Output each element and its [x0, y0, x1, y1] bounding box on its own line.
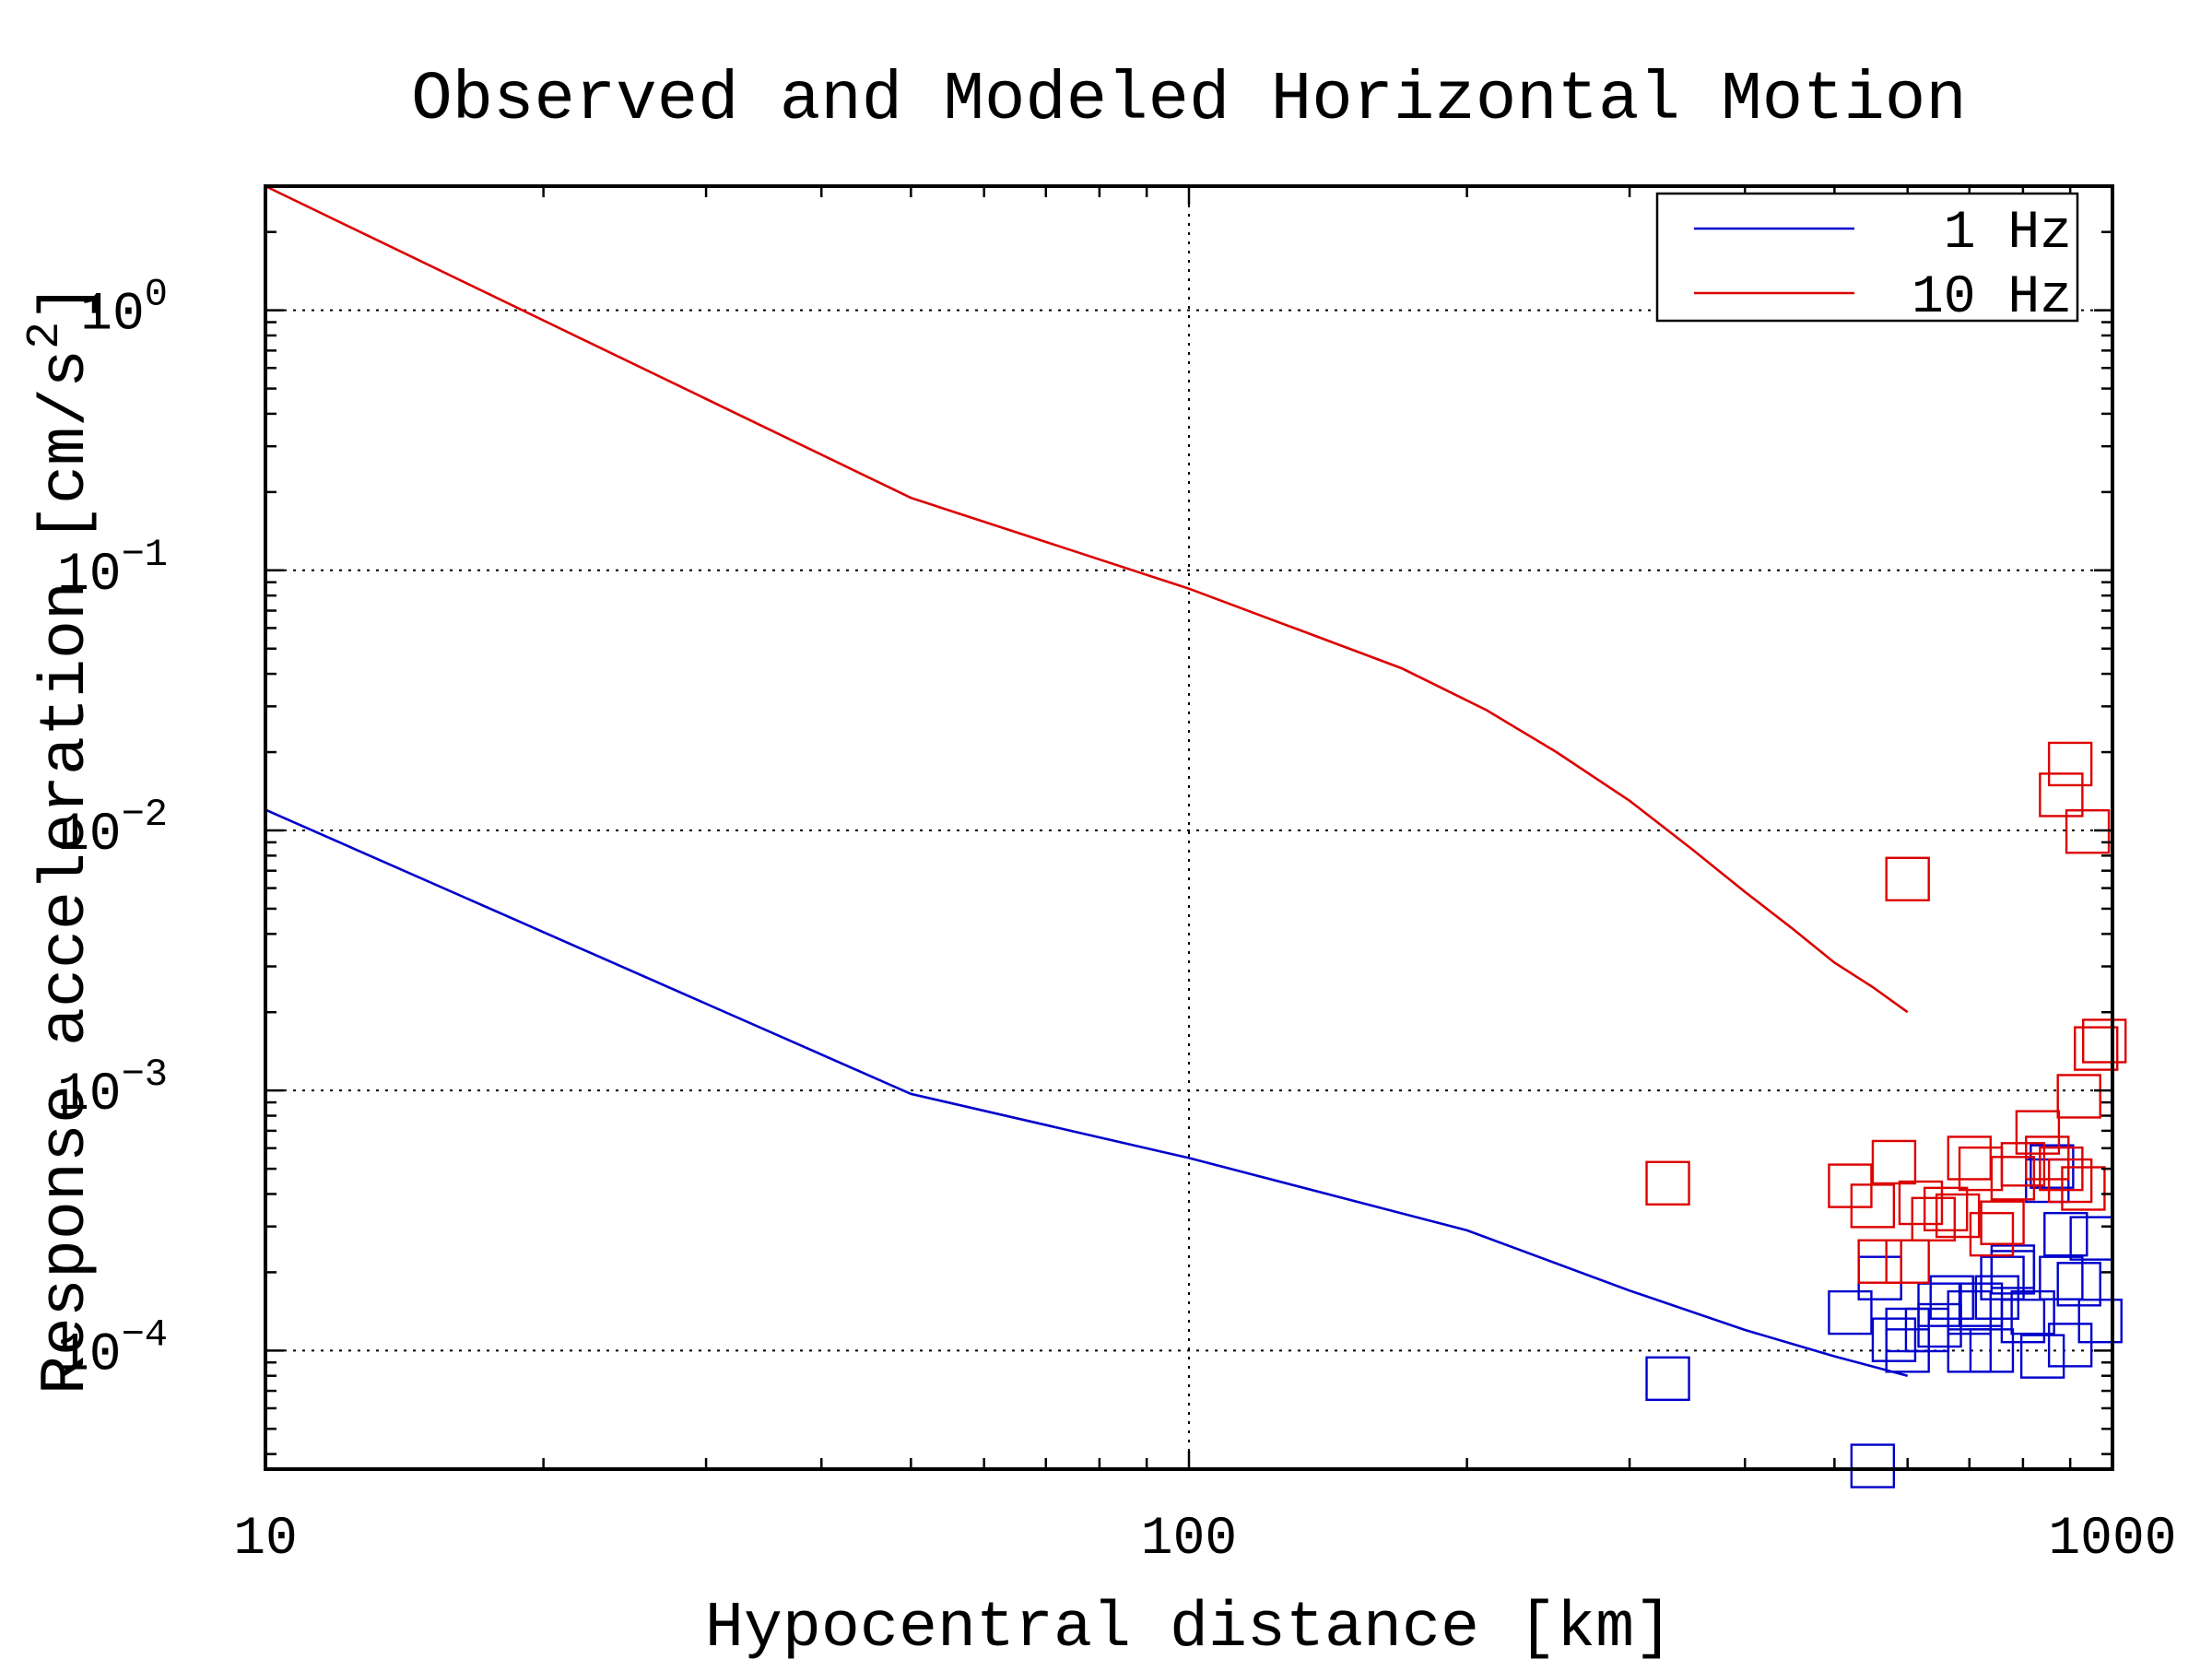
observed-point-10-hz: [1857, 1239, 1902, 1284]
observed-point-1-hz: [1828, 1289, 1873, 1335]
observed-point-1-hz: [1885, 1307, 1930, 1353]
observed-point-10-hz: [2047, 741, 2093, 787]
observed-point-10-hz: [1969, 1211, 2015, 1257]
y-tick-label: 10−3: [57, 1053, 168, 1125]
observed-point-1-hz: [2025, 1158, 2070, 1204]
observed-point-1-hz: [2077, 1298, 2123, 1344]
x-tick-label: 10: [233, 1510, 298, 1570]
y-tick-label: 10−4: [57, 1312, 168, 1385]
ticks-layer: [265, 186, 2112, 1469]
observed-point-1-hz: [1947, 1289, 1992, 1335]
legend-label: 10 Hz: [1912, 268, 2072, 328]
observed-point-10-hz: [2061, 1166, 2106, 1211]
observed-point-1-hz: [2043, 1211, 2088, 1257]
plot-frame: [264, 184, 2114, 1471]
observed-point-10-hz: [2025, 1135, 2070, 1181]
observed-point-1-hz: [2019, 1334, 2065, 1379]
grid-layer: [265, 186, 2112, 1469]
observed-point-10-hz: [1947, 1135, 1992, 1181]
observed-point-10-hz: [1885, 856, 1930, 901]
observed-point-1-hz: [1929, 1275, 1974, 1320]
series-layer: [265, 184, 1909, 1377]
observed-points-layer: [1645, 741, 2127, 1488]
observed-point-1-hz: [2010, 1289, 2055, 1335]
observed-point-10-hz: [1923, 1186, 1969, 1232]
observed-point-10-hz: [1850, 1183, 1896, 1229]
chart-title: Observed and Modeled Horizontal Motion: [411, 62, 1966, 139]
observed-point-10-hz: [1645, 1160, 1690, 1206]
observed-point-1-hz: [1947, 1328, 1992, 1373]
observed-point-1-hz: [2000, 1298, 2046, 1344]
observed-point-10-hz: [2015, 1110, 2061, 1155]
observed-point-1-hz: [1917, 1302, 1962, 1348]
observed-point-10-hz: [2056, 1074, 2101, 1119]
observed-point-10-hz: [1958, 1146, 2004, 1192]
observed-point-1-hz: [2047, 1323, 2093, 1368]
observed-point-10-hz: [1898, 1180, 1944, 1226]
observed-point-1-hz: [2069, 1216, 2114, 1261]
observed-point-10-hz: [1885, 1239, 1930, 1284]
observed-point-10-hz: [1871, 1139, 1917, 1185]
legend-box: [1655, 192, 2079, 323]
series-line-1-hz: [265, 808, 1909, 1377]
observed-point-10-hz: [1828, 1163, 1873, 1208]
x-tick-label: 100: [1141, 1510, 1237, 1570]
y-tick-label: 10−2: [57, 793, 168, 865]
observed-point-10-hz: [1935, 1193, 1981, 1239]
observed-point-1-hz: [1857, 1255, 1902, 1300]
x-axis-label: Hypocentral distance [km]: [705, 1593, 1673, 1659]
legend-label: 1 Hz: [1944, 204, 2072, 264]
observed-point-10-hz: [2000, 1142, 2046, 1187]
observed-point-10-hz: [2082, 1018, 2127, 1064]
observed-point-1-hz: [2039, 1255, 2084, 1300]
y-tick-label: 100: [80, 273, 168, 346]
y-axis-label: Response acceleration [cm/s2]: [19, 283, 103, 1394]
observed-point-10-hz: [1980, 1200, 2025, 1245]
observed-point-10-hz: [2074, 1026, 2119, 1071]
observed-point-1-hz: [1974, 1275, 2020, 1320]
series-line-10-hz: [265, 184, 1909, 1014]
observed-point-1-hz: [1871, 1317, 1917, 1362]
tick-labels-layer: 10 100 1000 100 10−1 10−2 10−3 10−4: [57, 273, 2177, 1570]
observed-point-10-hz: [2039, 772, 2084, 818]
observed-point-1-hz: [1850, 1443, 1896, 1488]
observed-point-10-hz: [2047, 1158, 2093, 1204]
x-tick-label: 1000: [2048, 1510, 2176, 1570]
observed-point-1-hz: [1645, 1356, 1690, 1401]
y-tick-label: 10−1: [57, 533, 168, 606]
observed-point-10-hz: [1911, 1196, 1956, 1242]
